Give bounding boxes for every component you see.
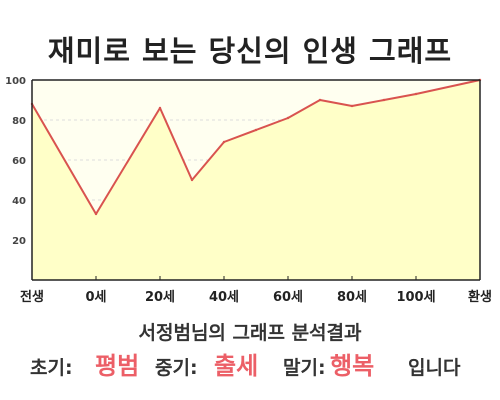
data-point-7 — [318, 98, 322, 102]
data-point-5 — [254, 128, 258, 132]
x-tick-label-5: 80세 — [337, 290, 367, 305]
data-point-3 — [190, 178, 194, 182]
data-point-6 — [286, 116, 290, 120]
y-tick-label-80: 80 — [12, 116, 26, 127]
x-tick-label-6: 100세 — [396, 290, 435, 305]
late-value: 행복 — [330, 352, 375, 380]
data-point-10 — [414, 92, 418, 96]
y-tick-label-100: 100 — [5, 76, 26, 87]
life-line — [31, 79, 481, 215]
data-point-8 — [350, 104, 354, 108]
x-tick-label-0: 전생 — [20, 289, 44, 305]
late-label: 말기: — [283, 357, 326, 379]
y-tick-label-20: 20 — [12, 236, 26, 247]
middle-label: 중기: — [155, 357, 198, 379]
x-tick-label-3: 40세 — [209, 290, 239, 305]
y-tick-label-60: 60 — [12, 156, 26, 167]
x-tick-label-7: 환생 — [468, 289, 492, 305]
ending-text: 입니다 — [408, 357, 461, 379]
data-point-2 — [158, 106, 162, 110]
x-tick-label-2: 20세 — [145, 290, 175, 305]
data-point-1 — [94, 212, 98, 216]
data-point-4 — [222, 140, 226, 144]
analysis-title: 서정범님의 그래프 분석결과 — [138, 322, 362, 344]
x-tick-label-1: 0세 — [85, 290, 106, 305]
early-value: 평범 — [95, 352, 140, 380]
x-tick-label-4: 60세 — [273, 290, 303, 305]
data-point-9 — [382, 98, 386, 102]
life-area — [32, 80, 480, 280]
y-tick-label-40: 40 — [12, 196, 26, 207]
chart-title: 재미로 보는 당신의 인생 그래프 — [47, 34, 453, 68]
analysis-result: 초기: 평범 중기: 출세 말기: 행복 입니다 — [0, 346, 500, 382]
early-label: 초기: — [30, 357, 73, 379]
middle-value: 출세 — [214, 352, 259, 380]
